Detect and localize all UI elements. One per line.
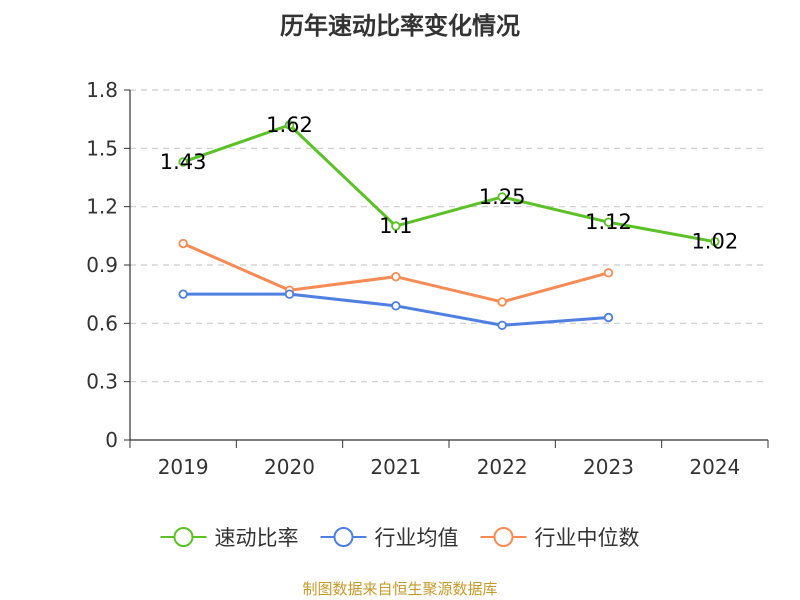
data-label: 1.12 xyxy=(585,210,632,234)
y-tick-label: 0.3 xyxy=(86,370,118,394)
legend-item-0[interactable]: 速动比率 xyxy=(160,526,299,550)
x-tick-label: 2019 xyxy=(158,455,209,479)
data-point xyxy=(284,289,295,299)
legend[interactable]: 速动比率 行业均值 行业中位数 xyxy=(160,526,640,550)
legend-label: 行业中位数 xyxy=(535,526,640,550)
y-tick-label: 1.5 xyxy=(86,136,118,160)
y-tick-label: 0 xyxy=(105,428,118,452)
x-tick-label: 2023 xyxy=(583,455,634,479)
y-tick-label: 1.2 xyxy=(86,195,118,219)
x-tick-label: 2022 xyxy=(477,455,528,479)
grid-lines xyxy=(130,89,768,383)
data-point xyxy=(284,120,295,130)
legend-marker xyxy=(173,527,194,547)
data-point xyxy=(497,192,507,202)
legend-marker xyxy=(333,527,354,547)
chart-title: 历年速动比率变化情况 xyxy=(280,12,520,40)
x-tick-label: 2024 xyxy=(689,455,740,479)
x-tick-label: 2021 xyxy=(370,455,421,479)
data-point xyxy=(178,157,188,167)
y-tick-label: 0.9 xyxy=(86,253,118,277)
data-label: 1.02 xyxy=(691,230,738,254)
data-point xyxy=(391,221,401,231)
legend-label: 速动比率 xyxy=(215,526,299,550)
source-note: 制图数据来自恒生聚源数据库 xyxy=(302,580,498,598)
data-point xyxy=(391,271,401,282)
series-line-0 xyxy=(182,123,716,244)
legend-item-2[interactable]: 行业中位数 xyxy=(480,526,640,550)
data-labels: 1.43 1.62 1.1 1.25 1.12 1.02 xyxy=(160,113,738,254)
data-point xyxy=(497,297,507,307)
data-point xyxy=(710,236,720,247)
data-point xyxy=(603,217,614,227)
series-lines xyxy=(178,120,720,330)
data-point xyxy=(603,312,614,323)
y-tick-label: 0.6 xyxy=(86,311,118,335)
x-tick-label: 2020 xyxy=(264,455,315,479)
data-label: 1.62 xyxy=(266,113,313,137)
y-tick-label: 1.8 xyxy=(86,78,118,102)
data-point xyxy=(178,238,188,249)
data-label: 1.43 xyxy=(160,150,207,174)
data-point xyxy=(603,268,614,278)
legend-item-1[interactable]: 行业均值 xyxy=(320,526,459,550)
legend-marker xyxy=(493,527,514,547)
data-point xyxy=(178,289,188,299)
data-label: 1.25 xyxy=(479,185,526,209)
axes: 0 0.3 0.6 0.9 1.2 1.5 1.8 2019 2020 2021 2022 2023 2… xyxy=(86,78,769,479)
data-point xyxy=(497,320,507,330)
data-point xyxy=(391,301,401,311)
data-label: 1.1 xyxy=(379,214,412,238)
legend-label: 行业均值 xyxy=(375,526,459,550)
